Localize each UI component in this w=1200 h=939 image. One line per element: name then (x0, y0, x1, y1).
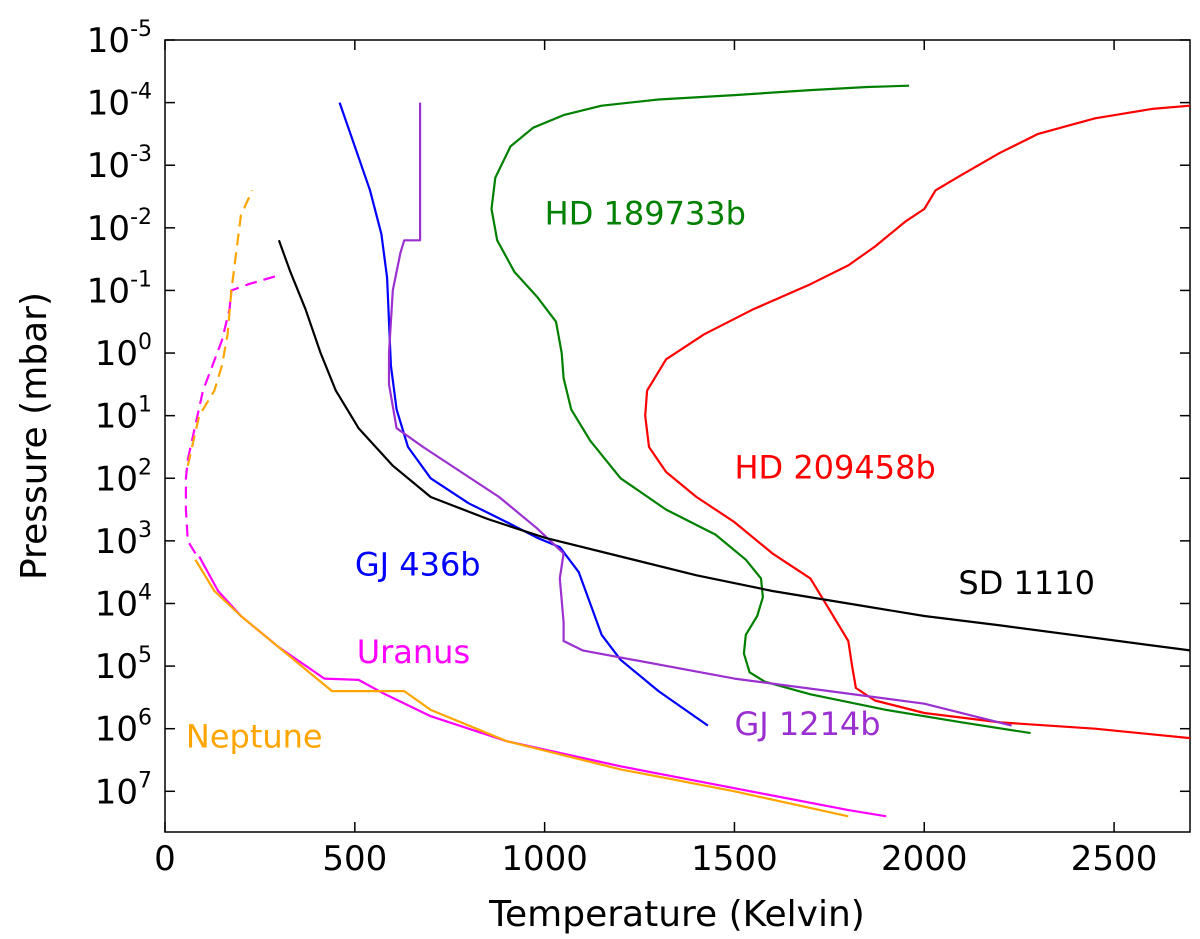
y-tick-base: 10 (87, 209, 130, 249)
x-tick-label: 500 (322, 839, 387, 879)
y-tick-label: 105 (95, 643, 152, 687)
y-tick-label: 10-1 (87, 267, 152, 311)
plot-frame (164, 39, 1191, 833)
series-line-hd209458b (644, 104, 1191, 740)
y-tick-base: 10 (95, 459, 138, 499)
y-tick-label: 107 (95, 768, 152, 812)
y-tick-exponent: 7 (138, 768, 152, 793)
x-tick-label: 2500 (1071, 839, 1158, 879)
ticks-layer: 0 500 1000 1500 2000 250010-510-410-310-210-1… (87, 17, 1190, 879)
series-line-sd1110 (277, 239, 1191, 652)
series-label-hd189733b: HD 189733b (545, 195, 746, 233)
y-tick-exponent: 5 (138, 643, 152, 668)
y-tick-label: 101 (95, 393, 152, 437)
y-tick-label: 10-4 (87, 80, 152, 124)
y-tick-label: 106 (95, 706, 152, 750)
series-dashed-neptune (186, 189, 254, 466)
series-line-neptune (194, 559, 849, 818)
series-dashed-icegiant-deep (184, 459, 197, 554)
y-tick-exponent: 3 (138, 518, 152, 543)
series-label-gj436b: GJ 436b (355, 545, 481, 583)
y-tick-exponent: -3 (130, 142, 152, 167)
y-tick-base: 10 (95, 522, 138, 562)
y-tick-base: 10 (87, 84, 130, 124)
series-label-neptune: Neptune (186, 717, 323, 755)
y-tick-base: 10 (95, 584, 138, 624)
plot-area (164, 39, 1191, 833)
series-label-uranus: Uranus (357, 633, 470, 671)
series-line-hd189733b (490, 84, 1031, 735)
x-tick-label: 2000 (881, 839, 968, 879)
x-tick-label: 1500 (691, 839, 778, 879)
y-tick-base: 10 (87, 21, 130, 61)
y-tick-label: 10-5 (87, 17, 152, 61)
series-layer (184, 84, 1191, 818)
y-tick-base: 10 (95, 334, 138, 374)
y-tick-label: 10-3 (87, 142, 152, 186)
y-tick-base: 10 (95, 647, 138, 687)
series-dashed-uranus (186, 273, 282, 460)
y-tick-exponent: -4 (130, 80, 152, 105)
y-tick-label: 10-2 (87, 205, 152, 249)
y-tick-exponent: 0 (138, 330, 152, 355)
series-label-hd209458b: HD 209458b (734, 448, 935, 486)
y-tick-exponent: 6 (138, 706, 152, 731)
y-tick-exponent: -2 (130, 205, 152, 230)
labels-layer: HD 189733b HD 209458b GJ 436b GJ 1214b SD 11… (186, 195, 1095, 756)
y-tick-exponent: 4 (138, 580, 152, 605)
y-tick-label: 103 (95, 518, 152, 562)
y-tick-base: 10 (87, 271, 130, 311)
y-tick-exponent: 1 (138, 393, 152, 418)
y-tick-base: 10 (95, 710, 138, 750)
y-tick-exponent: 2 (138, 455, 152, 480)
y-tick-label: 104 (95, 580, 152, 624)
y-tick-exponent: -1 (130, 267, 152, 292)
y-tick-exponent: -5 (130, 17, 152, 42)
x-axis-title: Temperature (Kelvin) (488, 894, 865, 935)
series-line-gj1214b (387, 102, 1012, 727)
y-tick-label: 102 (95, 455, 152, 499)
y-tick-base: 10 (95, 397, 138, 437)
x-tick-label: 1000 (501, 839, 588, 879)
series-label-sd1110: SD 1110 (958, 564, 1095, 602)
y-tick-base: 10 (95, 772, 138, 812)
y-axis-title: Pressure (mbar) (14, 292, 55, 580)
series-line-gj436b (338, 102, 709, 727)
y-tick-base: 10 (87, 146, 130, 186)
x-tick-label: 0 (154, 839, 176, 879)
y-tick-label: 100 (95, 330, 152, 374)
series-label-gj1214b: GJ 1214b (734, 705, 880, 743)
